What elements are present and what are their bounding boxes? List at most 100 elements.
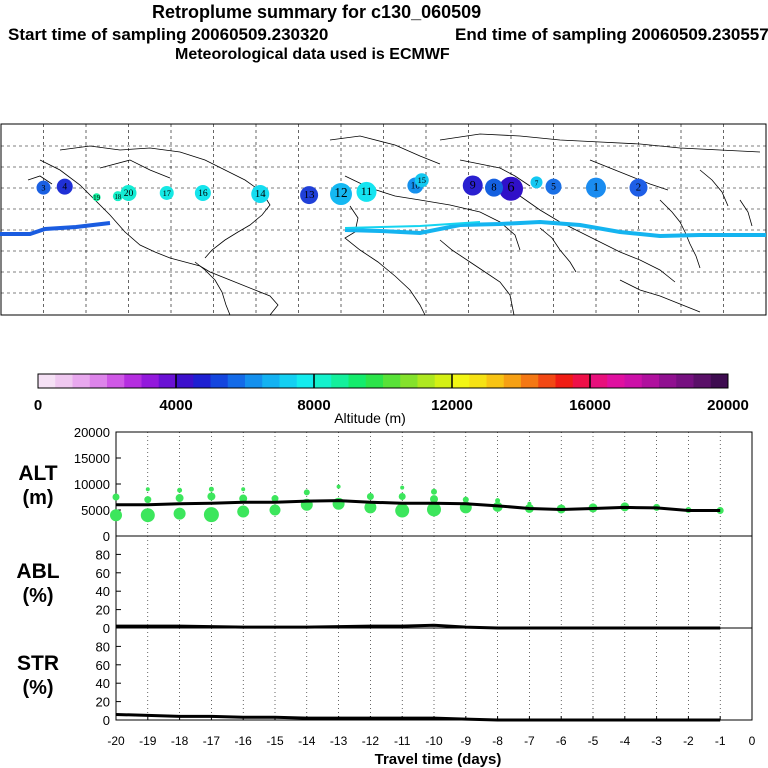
met-data-label: Meteorological data used is ECMWF: [175, 46, 450, 63]
colorbar-cell: [38, 374, 56, 388]
colorbar-cell: [521, 374, 539, 388]
alt-dot: [173, 507, 186, 520]
colorbar-cell: [176, 374, 194, 388]
colorbar-cell: [55, 374, 73, 388]
x-tick-label: -7: [524, 734, 535, 748]
y-tick-label: 80: [96, 547, 110, 562]
colorbar-cell: [710, 374, 729, 388]
colorbar-cell: [503, 374, 522, 388]
map-point-12: [330, 183, 352, 206]
map-point-16: [194, 184, 211, 201]
start-time-label: Start time of sampling 20060509.230320: [8, 25, 329, 44]
map-point-label: 12: [334, 185, 347, 200]
series-line-str: [115, 712, 721, 722]
colorbar-cell: [572, 374, 591, 388]
colorbar-cell: [607, 374, 625, 388]
x-tick-label: -5: [588, 734, 599, 748]
y-tick-label: 20: [96, 695, 110, 710]
x-tick-label: -18: [171, 734, 189, 748]
map-point-label: 18: [114, 193, 122, 201]
panel-unit-str: (%): [22, 677, 53, 699]
colorbar-cells: [38, 374, 729, 388]
colorbar-cell: [348, 374, 367, 388]
x-tick-label: -9: [460, 734, 471, 748]
alt-dot: [177, 487, 183, 493]
colorbar-tick-label: 8000: [297, 397, 330, 414]
map-point-label: 20: [124, 188, 134, 199]
end-time-label: End time of sampling 20060509.230557: [455, 25, 768, 44]
colorbar-cell: [400, 374, 418, 388]
coastlines: [27, 133, 761, 316]
map-point-17: [159, 185, 174, 200]
alt-dot: [366, 492, 374, 500]
colorbar-cell: [434, 374, 453, 388]
panel-unit-alt: (m): [22, 487, 53, 509]
header: Retroplume summary for c130_060509 Start…: [0, 0, 768, 80]
map-point-label: 9: [470, 178, 476, 192]
colorbar-ticks: 0 4000 8000 12000 16000 20000: [34, 374, 749, 414]
x-tick-label: -14: [298, 734, 316, 748]
y-tick-label: 20: [96, 603, 110, 618]
colorbar-cell: [538, 374, 556, 388]
map-point-9: [462, 175, 483, 196]
map-point-label: 2: [636, 182, 641, 194]
map-point-6: [499, 176, 523, 201]
colorbar-cell: [486, 374, 505, 388]
colorbar-cell: [262, 374, 280, 388]
x-tick-label: -15: [266, 734, 284, 748]
chart-title: Retroplume summary for c130_060509: [152, 2, 482, 22]
x-tick-label: -4: [619, 734, 630, 748]
alt-dot: [203, 507, 219, 523]
y-tick-label: 0: [103, 713, 110, 728]
colorbar-cell: [227, 374, 246, 388]
colorbar-label: Altitude (m): [334, 410, 406, 426]
map-point-label: 14: [255, 188, 266, 200]
x-tick-label: -13: [330, 734, 348, 748]
colorbar-cell: [193, 374, 211, 388]
map-point-20: [120, 184, 137, 201]
y-tick-label: 80: [96, 639, 110, 654]
alt-dot: [431, 488, 437, 495]
colorbar-cell: [417, 374, 436, 388]
colorbar-tick-label: 4000: [159, 397, 192, 414]
colorbar-cell: [641, 374, 660, 388]
map-point-label: 16: [198, 188, 208, 199]
panel-name-alt: ALT: [18, 462, 57, 485]
x-tick-label: -8: [492, 734, 503, 748]
alt-dot: [400, 485, 405, 490]
colorbar-tick-label: 0: [34, 397, 42, 414]
map-point-label: 13: [304, 189, 315, 201]
colorbar-cell: [296, 374, 315, 388]
map-point-14: [251, 185, 270, 204]
map-point-7: [530, 176, 543, 189]
alt-dot: [527, 501, 532, 506]
colorbar-tick-label: 16000: [569, 397, 611, 414]
alt-dot: [395, 503, 410, 518]
x-tick-label: -11: [394, 734, 411, 748]
map-point-label: 7: [535, 179, 539, 187]
y-tick-label: 40: [96, 676, 110, 691]
map-point-11: [356, 181, 377, 202]
y-tick-label: 40: [96, 584, 110, 599]
colorbar-cell: [383, 374, 401, 388]
alt-dot: [364, 501, 377, 514]
x-tick-label: -20: [107, 734, 125, 748]
colorbar-cell: [693, 374, 712, 388]
alt-dot: [207, 492, 216, 501]
colorbar-cell: [590, 374, 608, 388]
alt-dot: [140, 508, 155, 523]
map-point-label: 3: [41, 184, 45, 193]
panel-frame-str: [115, 627, 753, 721]
map-point-5: [545, 178, 562, 195]
x-tick-label: -6: [556, 734, 567, 748]
map-point-13: [300, 186, 319, 205]
y-tick-label: 60: [96, 658, 110, 673]
map-point-label: 5: [551, 182, 556, 193]
map-point-19: [92, 193, 101, 202]
alt-dot: [237, 505, 250, 518]
y-tick-label: 20000: [74, 425, 110, 440]
